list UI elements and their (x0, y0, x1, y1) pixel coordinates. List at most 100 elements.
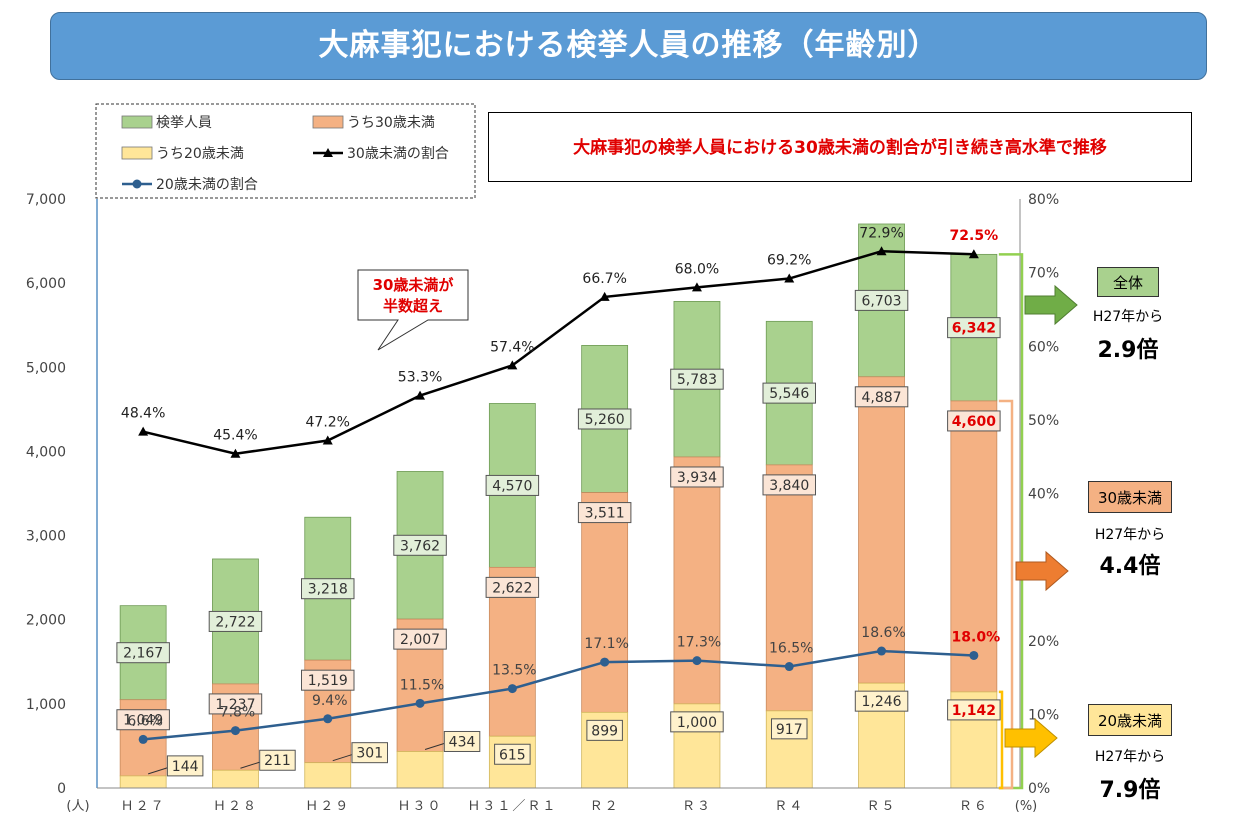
total-value-label: 2,722 (215, 614, 255, 630)
y2-tick-label: 20% (1028, 634, 1059, 650)
ratio30-label: 57.4% (490, 339, 534, 355)
ratio30-label: 69.2% (767, 253, 811, 269)
under30-value-label: 3,511 (585, 506, 625, 522)
side-note-under30-label: 30歳未満 (1088, 481, 1172, 513)
ratio20-marker (507, 684, 517, 694)
x-tick-label: Ｒ５ (867, 799, 897, 814)
under20-value-label: 917 (776, 722, 803, 738)
leader-line (424, 743, 445, 750)
page-title: 大麻事犯における検挙人員の推移（年齢別） (50, 12, 1207, 80)
ratio30-label: 68.0% (675, 261, 719, 277)
under20-value-label-box (494, 743, 531, 765)
ratio20-marker (600, 657, 610, 667)
leader-line (240, 761, 260, 769)
y2-tick-label: 80% (1028, 192, 1059, 208)
y2-tick-label: 60% (1028, 339, 1059, 355)
y2-tick-label: 10% (1028, 707, 1059, 723)
ratio30-label: 53.3% (398, 370, 442, 386)
ratio30-label: 72.5% (950, 228, 999, 244)
side-note-under20-label: 20歳未満 (1088, 704, 1172, 736)
under30-value-label-box (577, 502, 632, 524)
under30-value-label-box (208, 693, 263, 715)
under20-value-label: 144 (172, 759, 199, 775)
under20-value-label: 899 (591, 723, 618, 739)
ratio20-marker (415, 698, 425, 708)
x-tick-label: Ｈ３１／Ｒ１ (467, 799, 557, 814)
x-tick-label: Ｒ６ (959, 799, 989, 814)
ratio20-label: 18.6% (861, 625, 905, 641)
under20-value-label: 1,000 (677, 715, 717, 731)
under30-value-label-box (116, 709, 170, 731)
ratio20-marker (138, 734, 148, 744)
under30-value-label: 1,519 (308, 673, 348, 689)
total-value-label-box (762, 382, 816, 404)
legend-swatch (312, 115, 344, 129)
side-note-under30-multiplier: 4.4倍 (1099, 554, 1161, 579)
legend-marker (323, 148, 333, 157)
legend-label: うち20歳未満 (156, 146, 244, 162)
bar-under30 (765, 464, 813, 712)
under30-value-label: 1,237 (215, 697, 255, 713)
legend-label: 検挙人員 (156, 115, 212, 131)
ratio30-line (142, 250, 974, 456)
under30-value-label: 2,007 (400, 632, 440, 648)
total-value-label: 3,218 (308, 582, 348, 598)
under30-value-label-box (762, 474, 816, 496)
y2-tick-label: 70% (1028, 266, 1059, 282)
under20-value-label-box (166, 755, 204, 777)
under30-value-label: 3,934 (677, 470, 717, 486)
total-value-label-box (577, 408, 632, 430)
under30-value-label-box (670, 466, 724, 488)
y2-tick-label: 0% (1028, 781, 1050, 797)
ratio20-label: 18.0% (952, 629, 1001, 645)
y-tick-label: 2,000 (26, 613, 66, 629)
ratio20-label: 17.1% (584, 636, 628, 652)
legend-label: 20歳未満の割合 (156, 176, 258, 193)
total-value-label: 6,342 (952, 321, 996, 337)
legend-marker (132, 179, 142, 189)
side-note-total-multiplier: 2.9倍 (1097, 338, 1159, 363)
ratio20-marker (877, 646, 887, 656)
x-tick-label: Ｈ２８ (213, 799, 258, 814)
legend-swatch (121, 146, 153, 160)
under20-value-label-box (586, 719, 623, 741)
total-value-label: 6,703 (862, 293, 902, 309)
ratio30-marker (507, 360, 518, 370)
ratio20-marker (230, 726, 240, 736)
under20-value-label-box (854, 690, 909, 712)
ratio30-marker (968, 249, 979, 259)
total-value-label-box (947, 317, 1001, 339)
total-value-label: 5,260 (585, 412, 625, 428)
total-value-label-box (485, 474, 540, 496)
under20-value-label: 1,246 (862, 694, 902, 710)
ratio20-label: 16.5% (769, 641, 813, 657)
under30-value-label: 3,840 (769, 478, 809, 494)
ratio30-label: 66.7% (582, 271, 626, 287)
under20-value-label-box (771, 718, 808, 740)
ratio20-marker (323, 714, 333, 724)
arrow-under30 (1015, 550, 1069, 592)
y2-unit-label: (%) (1015, 799, 1038, 814)
total-value-label: 5,546 (769, 386, 809, 402)
total-value-label-box (854, 289, 909, 311)
callout-box: 大麻事犯の検挙人員における30歳未満の割合が引き続き高水準で推移 (488, 112, 1192, 182)
under20-value-label-box (259, 749, 296, 771)
arrow-total (1024, 284, 1078, 326)
total-value-label-box (393, 534, 447, 556)
ratio30-marker (415, 390, 426, 400)
arrow-under20 (1004, 717, 1058, 759)
x-tick-label: Ｒ２ (590, 799, 620, 814)
y2-tick-label: 50% (1028, 413, 1059, 429)
bar-under30 (858, 376, 905, 684)
ratio30-marker (784, 273, 795, 283)
under30-value-label: 4,887 (862, 390, 902, 406)
bar-under30 (950, 400, 998, 693)
total-value-label: 2,167 (123, 646, 163, 662)
legend-box (95, 103, 476, 199)
under20-value-label: 301 (356, 746, 383, 762)
y-tick-label: 5,000 (26, 360, 66, 376)
x-tick-label: Ｒ３ (682, 799, 712, 814)
under20-value-label: 1,142 (952, 703, 996, 719)
under20-value-label-box (351, 742, 388, 764)
